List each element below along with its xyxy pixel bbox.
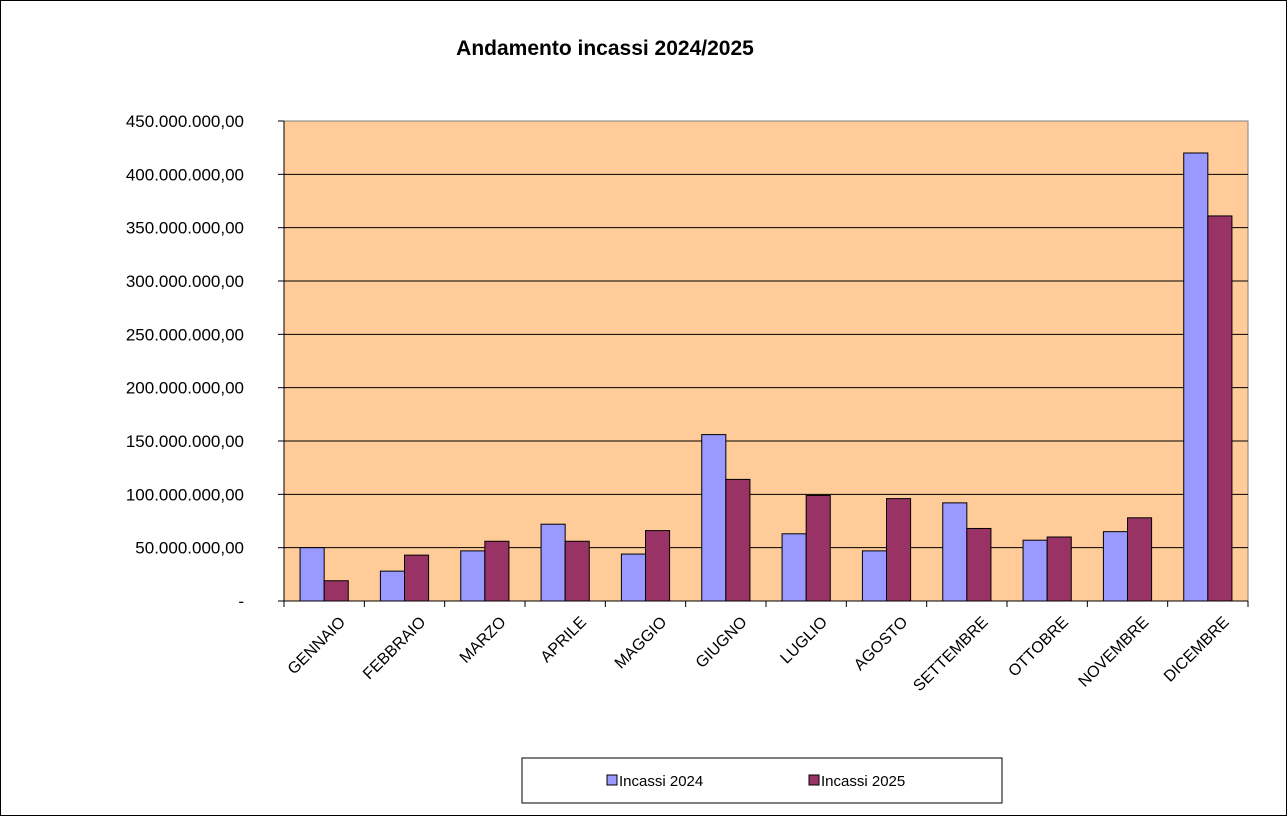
bar-incassi-2024-aprile: [540, 523, 566, 602]
y-tick-label: 400.000.000,00: [126, 165, 244, 184]
x-tick-label: NOVEMBRE: [1076, 614, 1153, 691]
y-tick-label: 250.000.000,00: [126, 325, 244, 344]
bar-incassi-2025-settembre: [966, 527, 992, 602]
x-tick-label: GIUGNO: [693, 614, 751, 672]
bar-incassi-2025-ottobre: [1046, 536, 1072, 602]
bar-incassi-2024-agosto: [861, 550, 888, 602]
y-tick-label: 350.000.000,00: [126, 219, 244, 238]
bar-incassi-2024-febbraio: [379, 570, 405, 602]
y-tick-label: 150.000.000,00: [126, 432, 244, 451]
plot-area: [283, 120, 1249, 602]
bar-incassi-2025-maggio: [645, 530, 671, 602]
bar-incassi-2024-luglio: [781, 533, 807, 602]
x-tick-label: FEBBRAIO: [360, 614, 429, 683]
bar-incassi-2024-settembre: [942, 502, 968, 602]
y-tick-label: 50.000.000,00: [135, 539, 244, 558]
bar-incassi-2024-dicembre: [1183, 152, 1209, 602]
bar-incassi-2024-novembre: [1102, 531, 1129, 602]
x-tick-label: GENNAIO: [285, 614, 349, 678]
legend-label-incassi-2025: Incassi 2025: [821, 773, 905, 790]
x-tick-label: SETTEMBRE: [910, 614, 991, 695]
x-tick-label: LUGLIO: [777, 614, 831, 668]
bars: [299, 152, 1233, 602]
bar-incassi-2025-luglio: [805, 494, 831, 602]
bar-incassi-2025-agosto: [886, 498, 912, 602]
bar-incassi-2024-marzo: [460, 550, 486, 602]
x-tick-label: AGOSTO: [851, 614, 911, 674]
bar-incassi-2025-aprile: [564, 540, 590, 602]
legend-box: [521, 757, 1003, 804]
bar-incassi-2025-dicembre: [1207, 215, 1233, 602]
bar-incassi-2024-maggio: [620, 553, 647, 602]
x-tick-label: DICEMBRE: [1161, 614, 1233, 686]
bar-incassi-2025-giugno: [725, 478, 751, 602]
bar-incassi-2025-marzo: [484, 540, 510, 602]
x-tick-label: MARZO: [457, 614, 510, 667]
y-tick-label: 450.000.000,00: [126, 112, 244, 131]
x-tick-label: APRILE: [538, 614, 590, 666]
legend: Incassi 2024 Incassi 2025: [521, 757, 1003, 804]
bar-incassi-2025-novembre: [1127, 517, 1153, 602]
bar-incassi-2025-febbraio: [404, 554, 430, 602]
bar-incassi-2024-gennaio: [299, 547, 325, 602]
x-tick-label: OTTOBRE: [1005, 614, 1072, 681]
legend-label-incassi-2024: Incassi 2024: [619, 773, 703, 790]
legend-swatch-incassi-2024: [606, 774, 618, 786]
x-axis: GENNAIO FEBBRAIO MARZO APRILE MAGGIO GIUGNO LU…: [283, 600, 1249, 695]
bar-incassi-2025-gennaio: [323, 580, 349, 602]
bar-incassi-2024-ottobre: [1022, 539, 1048, 602]
y-tick-label: -: [238, 592, 244, 611]
chart-title: Andamento incassi 2024/2025: [456, 37, 754, 60]
y-tick-label: 300.000.000,00: [126, 272, 244, 291]
x-tick-label: MAGGIO: [612, 614, 671, 673]
y-tick-label: 200.000.000,00: [126, 379, 244, 398]
legend-swatch-incassi-2025: [808, 774, 820, 786]
grid-lines: [284, 173, 1248, 549]
y-axis: - 50.000.000,00 100.000.000,00 150.000.000,…: [126, 112, 285, 611]
y-tick-label: 100.000.000,00: [126, 485, 244, 504]
bar-incassi-2024-giugno: [701, 434, 727, 602]
